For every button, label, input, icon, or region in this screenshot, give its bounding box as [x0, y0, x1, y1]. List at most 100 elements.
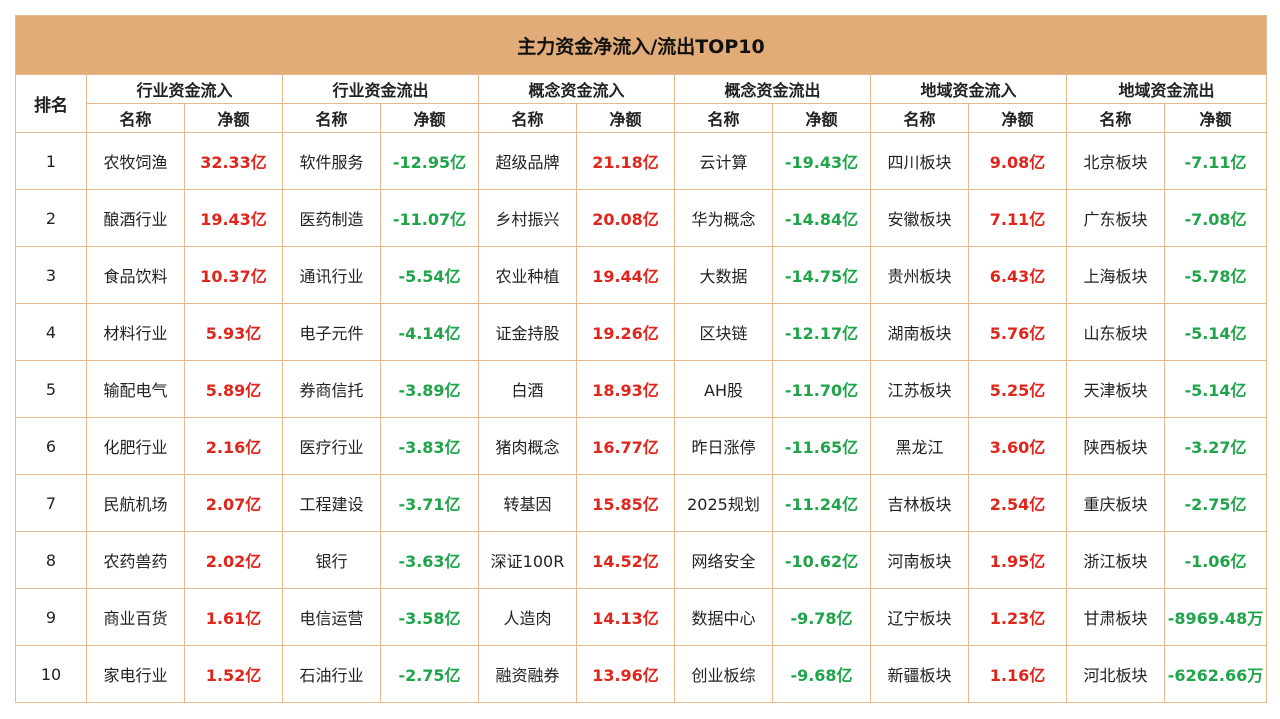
name-cell: 超级品牌	[478, 132, 577, 190]
amount-cell: 5.25亿	[968, 360, 1067, 418]
name-subheader: 名称	[1066, 103, 1165, 133]
name-cell: 乡村振兴	[478, 189, 577, 247]
amount-cell: 1.95亿	[968, 531, 1067, 589]
amount-subheader: 净额	[968, 103, 1067, 133]
rank-cell: 3	[15, 246, 87, 304]
name-cell: 上海板块	[1066, 246, 1165, 304]
fund-flow-table-container: 主力资金净流入/流出TOP10 排名 行业资金流入 行业资金流出 概念资金流入 概念资…	[15, 15, 1267, 703]
amount-cell: -2.75亿	[380, 645, 479, 703]
amount-cell: -3.63亿	[380, 531, 479, 589]
name-cell: 券商信托	[282, 360, 381, 418]
rank-cell: 4	[15, 303, 87, 361]
name-cell: 医药制造	[282, 189, 381, 247]
name-cell: 食品饮料	[86, 246, 185, 304]
rank-cell: 8	[15, 531, 87, 589]
amount-cell: -9.68亿	[772, 645, 871, 703]
name-cell: 软件服务	[282, 132, 381, 190]
name-cell: 银行	[282, 531, 381, 589]
name-subheader: 名称	[86, 103, 185, 133]
name-cell: 北京板块	[1066, 132, 1165, 190]
table-row: 3 食品饮料 10.37亿 通讯行业 -5.54亿 农业种植 19.44亿 大数据 -14.75…	[15, 246, 1267, 304]
rank-cell: 5	[15, 360, 87, 418]
name-cell: 电信运营	[282, 588, 381, 646]
amount-cell: 15.85亿	[576, 474, 675, 532]
rank-cell: 7	[15, 474, 87, 532]
amount-cell: 10.37亿	[184, 246, 283, 304]
amount-cell: 7.11亿	[968, 189, 1067, 247]
amount-cell: -11.65亿	[772, 417, 871, 475]
amount-cell: -5.14亿	[1164, 303, 1267, 361]
amount-cell: -4.14亿	[380, 303, 479, 361]
amount-cell: -7.08亿	[1164, 189, 1267, 247]
name-cell: 商业百货	[86, 588, 185, 646]
amount-cell: 1.16亿	[968, 645, 1067, 703]
name-subheader: 名称	[870, 103, 969, 133]
table-row: 4 材料行业 5.93亿 电子元件 -4.14亿 证金持股 19.26亿 区块链 -12.17亿…	[15, 303, 1267, 361]
amount-cell: -12.95亿	[380, 132, 479, 190]
name-cell: 陕西板块	[1066, 417, 1165, 475]
name-cell: 转基因	[478, 474, 577, 532]
name-cell: 湖南板块	[870, 303, 969, 361]
name-cell: 农牧饲渔	[86, 132, 185, 190]
name-cell: 人造肉	[478, 588, 577, 646]
name-cell: 四川板块	[870, 132, 969, 190]
amount-cell: 2.16亿	[184, 417, 283, 475]
amount-cell: 9.08亿	[968, 132, 1067, 190]
amount-subheader: 净额	[576, 103, 675, 133]
name-cell: 猪肉概念	[478, 417, 577, 475]
rank-cell: 1	[15, 132, 87, 190]
amount-cell: -5.54亿	[380, 246, 479, 304]
amount-cell: -3.89亿	[380, 360, 479, 418]
name-cell: 辽宁板块	[870, 588, 969, 646]
group-header: 概念资金流入	[478, 74, 675, 104]
group-header: 概念资金流出	[674, 74, 871, 104]
amount-cell: -8969.48万	[1164, 588, 1267, 646]
amount-cell: -3.58亿	[380, 588, 479, 646]
name-cell: 家电行业	[86, 645, 185, 703]
name-cell: 民航机场	[86, 474, 185, 532]
name-cell: 融资融券	[478, 645, 577, 703]
amount-cell: 2.02亿	[184, 531, 283, 589]
amount-cell: -5.14亿	[1164, 360, 1267, 418]
rank-cell: 9	[15, 588, 87, 646]
group-header: 地域资金流入	[870, 74, 1067, 104]
amount-cell: 16.77亿	[576, 417, 675, 475]
name-cell: 浙江板块	[1066, 531, 1165, 589]
rank-cell: 6	[15, 417, 87, 475]
amount-cell: 1.61亿	[184, 588, 283, 646]
amount-cell: 1.52亿	[184, 645, 283, 703]
amount-cell: -6262.66万	[1164, 645, 1267, 703]
name-cell: 农业种植	[478, 246, 577, 304]
name-cell: 白酒	[478, 360, 577, 418]
rank-cell: 10	[15, 645, 87, 703]
amount-cell: -12.17亿	[772, 303, 871, 361]
table-title: 主力资金净流入/流出TOP10	[15, 15, 1267, 75]
amount-cell: -11.07亿	[380, 189, 479, 247]
name-cell: 创业板综	[674, 645, 773, 703]
name-cell: 电子元件	[282, 303, 381, 361]
amount-cell: -11.70亿	[772, 360, 871, 418]
group-header: 行业资金流出	[282, 74, 479, 104]
amount-cell: -3.71亿	[380, 474, 479, 532]
amount-cell: 5.93亿	[184, 303, 283, 361]
amount-subheader: 净额	[1164, 103, 1267, 133]
name-subheader: 名称	[282, 103, 381, 133]
name-cell: 酿酒行业	[86, 189, 185, 247]
table-row: 9 商业百货 1.61亿 电信运营 -3.58亿 人造肉 14.13亿 数据中心 -9.78亿辽…	[15, 588, 1267, 646]
amount-cell: -3.27亿	[1164, 417, 1267, 475]
name-cell: 材料行业	[86, 303, 185, 361]
name-cell: 重庆板块	[1066, 474, 1165, 532]
table-row: 6 化肥行业 2.16亿 医疗行业 -3.83亿 猪肉概念 16.77亿 昨日涨停 -11.65…	[15, 417, 1267, 475]
name-cell: 河南板块	[870, 531, 969, 589]
amount-subheader: 净额	[380, 103, 479, 133]
name-cell: 工程建设	[282, 474, 381, 532]
amount-cell: 20.08亿	[576, 189, 675, 247]
amount-cell: 6.43亿	[968, 246, 1067, 304]
name-cell: 输配电气	[86, 360, 185, 418]
name-cell: 吉林板块	[870, 474, 969, 532]
fund-flow-table: 主力资金净流入/流出TOP10 排名 行业资金流入 行业资金流出 概念资金流入 概念资…	[15, 15, 1267, 703]
name-cell: 医疗行业	[282, 417, 381, 475]
amount-cell: -14.75亿	[772, 246, 871, 304]
amount-cell: 13.96亿	[576, 645, 675, 703]
name-cell: 化肥行业	[86, 417, 185, 475]
